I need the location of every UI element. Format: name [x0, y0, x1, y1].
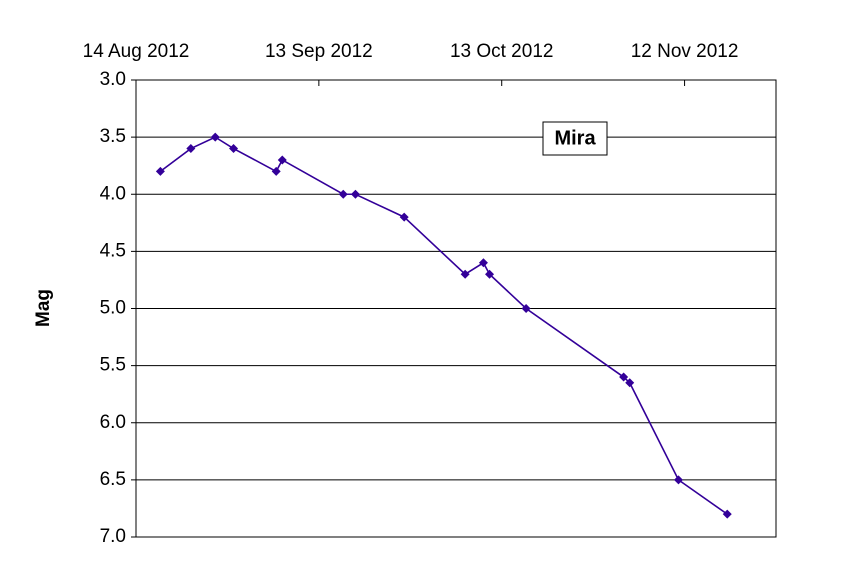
- data-marker: [229, 144, 239, 154]
- y-tick-label: 6.0: [100, 412, 126, 433]
- y-tick-label: 3.5: [100, 126, 126, 147]
- data-marker: [350, 189, 360, 199]
- data-marker: [521, 304, 531, 313]
- data-marker: [186, 144, 196, 154]
- y-tick-label: 5.5: [100, 355, 126, 376]
- data-marker: [673, 475, 683, 485]
- y-tick-label: 6.5: [100, 469, 126, 490]
- data-marker: [338, 189, 348, 199]
- annotation-box: [542, 121, 608, 156]
- y-axis-label: Mag: [33, 289, 54, 327]
- x-tick-label: 14 Aug 2012: [83, 41, 190, 62]
- y-tick-label: 3.0: [100, 69, 126, 90]
- y-tick-label: 4.0: [100, 183, 126, 204]
- data-marker: [460, 269, 470, 279]
- data-marker: [277, 155, 287, 165]
- data-marker: [271, 166, 281, 176]
- x-tick-label: 13 Oct 2012: [450, 41, 554, 62]
- annotation: Mira: [554, 127, 596, 149]
- y-tick-label: 7.0: [100, 526, 126, 547]
- data-marker: [155, 166, 165, 176]
- x-tick-label: 13 Sep 2012: [265, 41, 373, 62]
- data-marker: [485, 269, 495, 279]
- data-marker: [399, 212, 409, 222]
- data-marker: [619, 372, 629, 382]
- x-tick-label: 12 Nov 2012: [631, 41, 739, 62]
- data-marker: [210, 132, 220, 142]
- y-tick-label: 4.5: [100, 240, 126, 261]
- data-marker: [625, 378, 635, 388]
- y-tick-label: 5.0: [100, 298, 126, 319]
- data-marker: [722, 509, 732, 519]
- data-marker: [478, 258, 488, 268]
